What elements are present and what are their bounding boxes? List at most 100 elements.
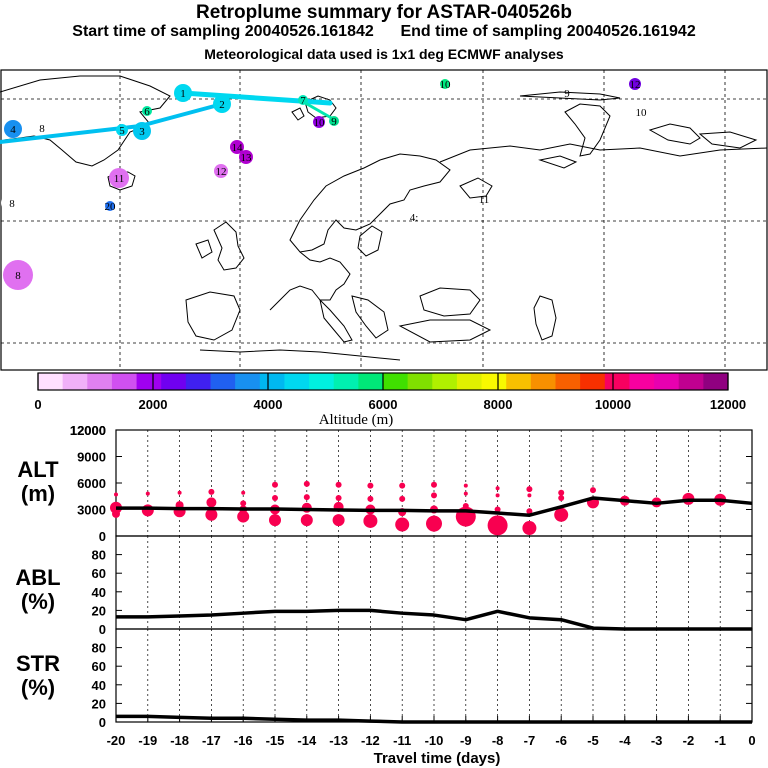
y-tick-label: 12000 [70, 423, 106, 438]
x-tick-label: -9 [460, 733, 472, 748]
sampling-times: Start time of sampling 20040526.161842 E… [0, 23, 768, 41]
altitude-cluster-point [495, 493, 500, 498]
plume-marker-label: 12 [630, 79, 641, 91]
y-tick-label: 80 [92, 641, 106, 656]
y-tick-label: 0 [99, 715, 106, 730]
y-tick-label: 40 [92, 678, 106, 693]
colorbar-cell [333, 373, 359, 390]
colorbar-cell [62, 373, 88, 390]
altitude-cluster-point [206, 497, 217, 508]
y-tick-label: 0 [99, 622, 106, 637]
plume-marker: 4 [4, 120, 22, 138]
plume-marker: 10 [440, 79, 451, 91]
colorbar-cell [358, 373, 384, 390]
colorbar-tick-label: 0 [34, 397, 41, 412]
colorbar-tick-label: 8000 [484, 397, 513, 412]
plume-marker-label: 10 [314, 117, 326, 129]
colorbar-cell [580, 373, 606, 390]
colorbar-cell [506, 373, 532, 390]
plume-marker: 9 [564, 88, 570, 100]
colorbar-cell [629, 373, 655, 390]
colorbar-tick-label: 10000 [595, 397, 631, 412]
colorbar-cell [481, 373, 507, 390]
colorbar-tick-label: 6000 [369, 397, 398, 412]
plume-marker: 4: [410, 212, 419, 224]
plume-marker-label: 8 [9, 198, 15, 210]
altitude-cluster-point [177, 490, 182, 495]
plume-marker: 1 [174, 84, 192, 102]
y-tick-label: 80 [92, 548, 106, 563]
x-axis-label: Travel time (days) [374, 750, 501, 767]
altitude-cluster-point [367, 482, 374, 489]
alt-series-line [116, 496, 753, 517]
plume-marker: 13 [239, 150, 253, 164]
x-tick-label: -3 [651, 733, 663, 748]
altitude-cluster-point [399, 495, 406, 502]
plume-marker: 14 [230, 140, 244, 154]
altitude-cluster-point [114, 492, 118, 497]
colorbar-cell [136, 373, 162, 390]
plume-marker: 8 [1, 192, 23, 214]
x-tick-label: -17 [202, 733, 221, 748]
plume-marker-label: 8 [15, 270, 21, 282]
colorbar-cell [111, 373, 138, 390]
altitude-cluster-point [269, 514, 281, 527]
altitude-cluster-point [300, 514, 313, 527]
x-tick-label: -16 [234, 733, 253, 748]
altitude-cluster-point [335, 481, 342, 488]
x-tick-label: -11 [393, 733, 411, 748]
plume-marker: 10 [636, 107, 648, 119]
plume-marker-label: 10 [636, 107, 648, 119]
y-tick-label: 6000 [77, 476, 106, 491]
plume-marker-label: 11 [479, 194, 490, 206]
altitude-cluster-point [237, 510, 250, 523]
y-tick-label: 60 [92, 659, 106, 674]
y-tick-label: 0 [99, 529, 106, 544]
x-tick-label: -10 [425, 733, 444, 748]
plume-marker: 3 [133, 122, 151, 140]
y-tick-label: 9000 [77, 450, 106, 465]
plume-marker-label: 9 [564, 88, 570, 100]
str-ylabel-line1: STR [16, 651, 60, 676]
altitude-cluster-point [431, 481, 437, 488]
x-tick-label: -2 [683, 733, 695, 748]
plume-marker-label: 20 [105, 201, 117, 213]
colorbar-cell [432, 373, 458, 390]
str-ylabel-line2: (%) [21, 675, 55, 700]
colorbar-cell [456, 373, 483, 390]
colorbar-cell [654, 373, 680, 390]
plume-marker-label: 14 [232, 142, 244, 154]
colorbar-cell [235, 373, 261, 390]
start-time: Start time of sampling 20040526.161842 [72, 23, 374, 40]
altitude-cluster-point [141, 504, 154, 517]
plume-marker-label: 12 [216, 166, 227, 178]
plume-marker-label: 11 [114, 173, 125, 185]
colorbar-cell [530, 373, 556, 390]
x-tick-label: -6 [555, 733, 567, 748]
colorbar-cell [309, 373, 335, 390]
plume-marker-label: 1 [180, 88, 186, 100]
plume-marker: 7 [298, 95, 308, 107]
plume-marker: 11 [109, 168, 129, 188]
plume-marker-label: 4: [410, 212, 419, 224]
colorbar-cell [604, 373, 630, 390]
y-tick-label: 3000 [77, 503, 106, 518]
altitude-cluster-point [495, 486, 500, 491]
altitude-cluster-point [367, 495, 374, 502]
abl-ylabel-line2: (%) [21, 589, 55, 614]
colorbar-tick-label: 12000 [710, 397, 746, 412]
altitude-cluster-point [526, 486, 533, 493]
x-tick-label: -5 [587, 733, 599, 748]
altitude-cluster-point [240, 500, 247, 507]
plume-marker-label: 8 [39, 123, 45, 135]
altitude-colorbar: 0 2000 4000 6000 8000 10000 12000 Altitude (m) [34, 372, 746, 428]
plume-marker: 5 [116, 124, 128, 137]
plume-marker: 8 [39, 123, 45, 135]
alt-ylabel-line1: ALT [17, 457, 59, 482]
altitude-cluster-point [487, 515, 508, 536]
altitude-cluster-point [494, 506, 501, 513]
altitude-cluster-point [303, 480, 310, 487]
